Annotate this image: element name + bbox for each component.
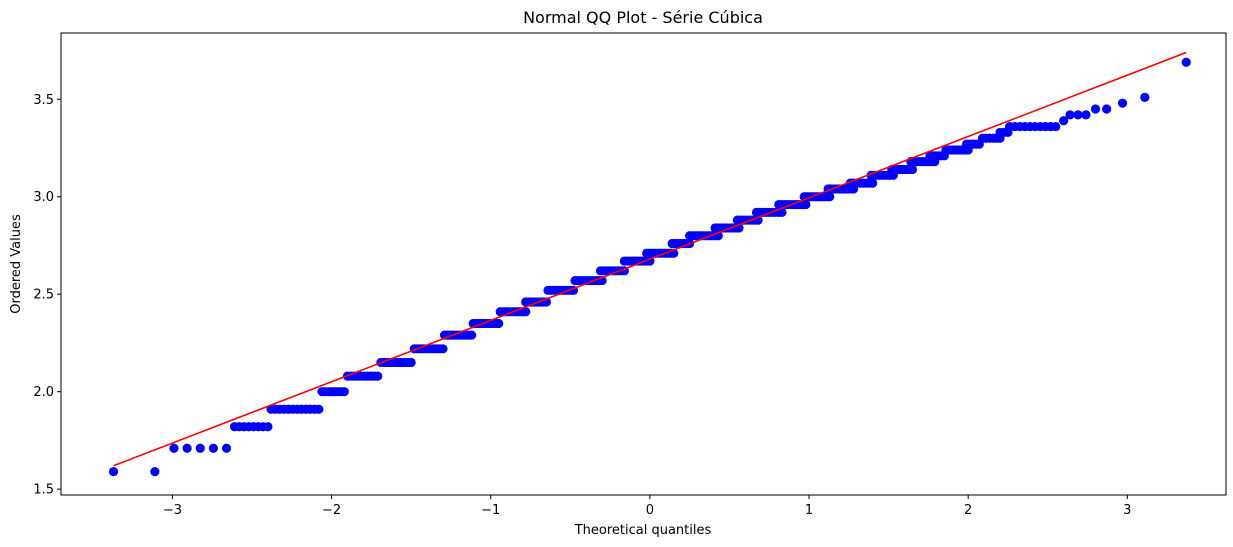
y-tick-label: 1.5: [33, 483, 54, 498]
data-point: [467, 330, 477, 340]
x-tick-label: 2: [964, 503, 972, 518]
data-point: [169, 443, 179, 453]
data-point: [438, 344, 448, 354]
data-point: [1059, 116, 1069, 126]
data-point: [339, 387, 349, 397]
data-point: [801, 199, 811, 210]
plot-layer: [108, 51, 1191, 477]
y-axis: 1.5 2.0 2.5 3.0 3.5: [33, 93, 61, 498]
y-tick-label: 3.0: [33, 190, 54, 205]
x-tick-label: 1: [805, 503, 813, 518]
x-tick-label: −2: [322, 503, 341, 518]
data-point: [314, 404, 324, 414]
y-tick-label: 2.0: [33, 385, 54, 400]
y-axis-label: Ordered Values: [9, 214, 24, 314]
y-tick-label: 3.5: [33, 93, 54, 108]
data-point: [907, 164, 918, 175]
data-point: [1140, 92, 1150, 102]
data-point: [208, 443, 218, 453]
data-point: [1090, 104, 1101, 114]
data-point: [263, 422, 273, 432]
x-tick-label: −1: [481, 503, 500, 518]
data-point: [777, 207, 787, 217]
data-point: [494, 318, 504, 329]
x-axis: −3 −2 −1 0 1 2 3: [163, 495, 1131, 518]
data-point: [1181, 57, 1191, 67]
x-tick-label: 0: [646, 503, 654, 518]
plot-frame: [60, 32, 1227, 496]
data-point: [406, 357, 416, 368]
data-point: [1051, 121, 1061, 132]
y-tick-label: 2.5: [33, 288, 54, 303]
data-point: [108, 467, 119, 477]
data-point: [521, 307, 531, 317]
data-point: [182, 443, 192, 453]
data-point: [1117, 98, 1128, 108]
data-point: [1102, 104, 1112, 114]
data-point: [373, 371, 383, 381]
data-point: [825, 192, 835, 202]
chart-title: Normal QQ Plot - Série Cúbica: [523, 8, 763, 27]
x-tick-label: −3: [163, 503, 182, 518]
data-point: [150, 467, 160, 477]
data-point: [868, 178, 878, 188]
data-point: [221, 443, 232, 453]
data-point: [195, 443, 205, 453]
data-point: [1073, 110, 1083, 120]
fit-line: [113, 51, 1187, 467]
data-point: [1065, 110, 1075, 120]
data-point: [1081, 110, 1091, 120]
x-axis-label: Theoretical quantiles: [574, 523, 712, 538]
x-tick-label: 3: [1123, 503, 1131, 518]
